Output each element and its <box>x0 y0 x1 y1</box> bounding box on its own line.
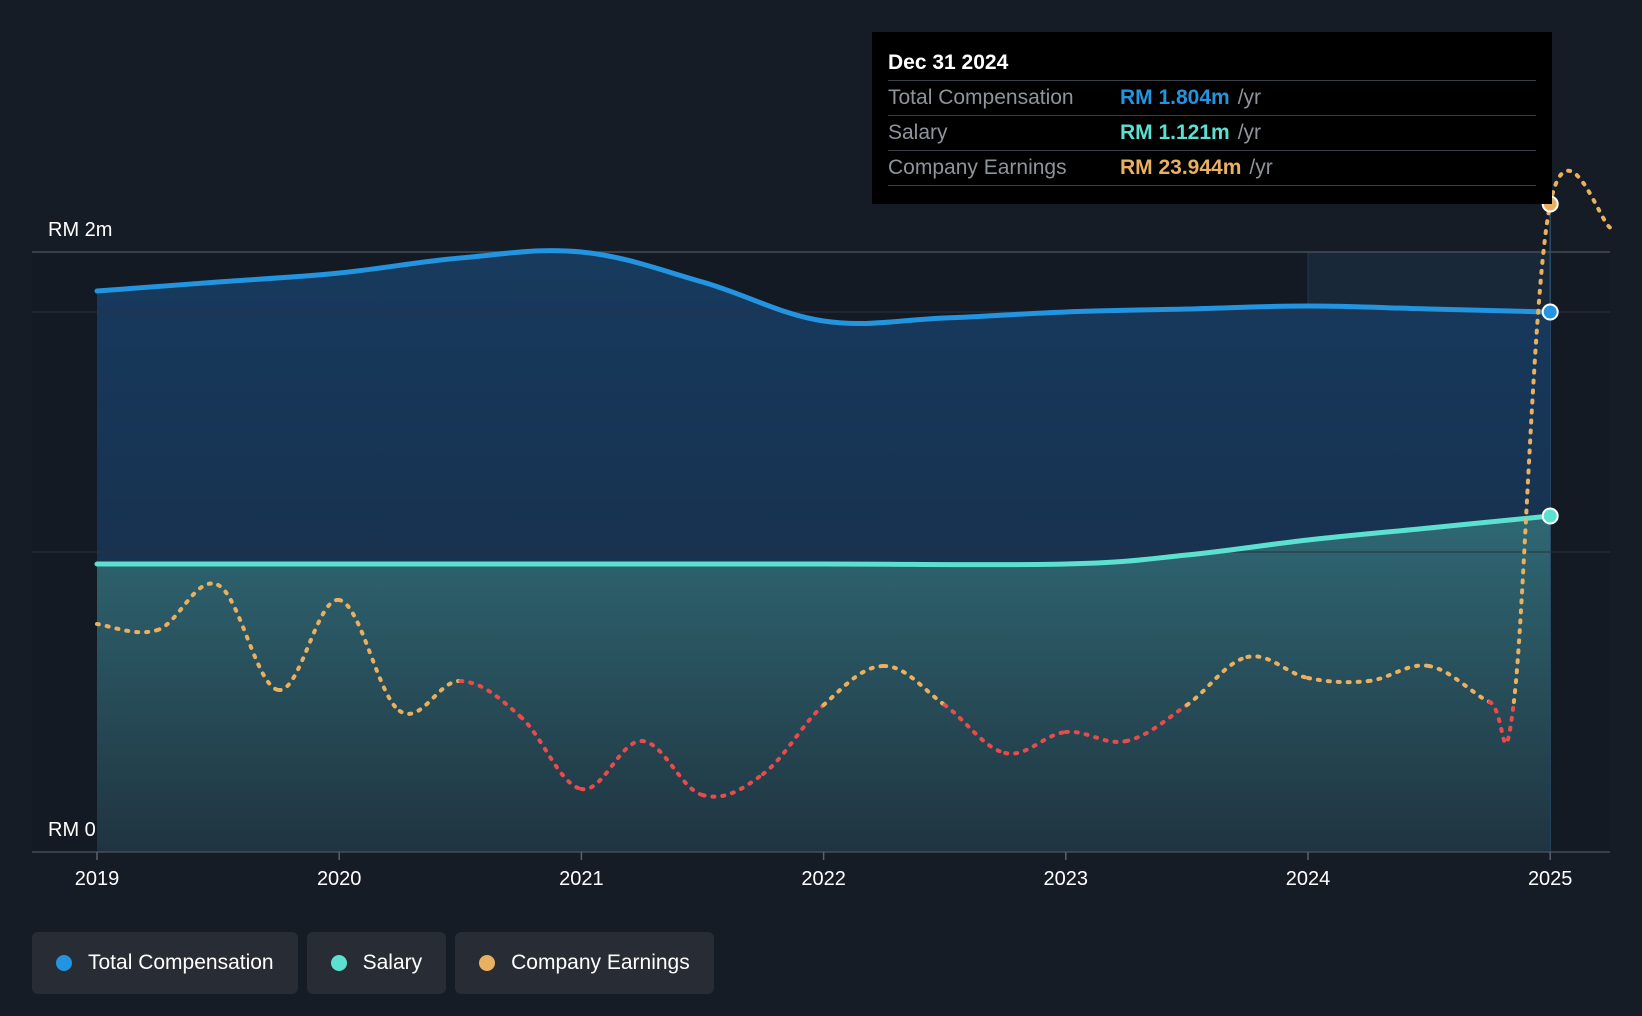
y-tick-label: RM 0 <box>48 819 96 841</box>
tooltip-unit: /yr <box>1237 121 1262 144</box>
company-earnings-line-segment <box>518 715 584 791</box>
company-earnings-line-segment <box>1487 700 1516 746</box>
company-earnings-line-segment <box>1245 654 1310 680</box>
y-tick-label: RM 2m <box>48 219 112 241</box>
legend-item-company-earnings[interactable]: Company Earnings <box>455 932 714 994</box>
x-tick-label: 2019 <box>75 868 120 890</box>
company-earnings-line-segment <box>1003 730 1068 756</box>
x-tick-label: 2024 <box>1286 868 1331 890</box>
tooltip-label: Total Compensation <box>888 86 1074 109</box>
company-earnings-line-segment <box>337 598 402 713</box>
company-earnings-line-segment <box>761 703 826 776</box>
company-earnings-line-segment <box>216 583 281 692</box>
tooltip-value: RM 1.804m <box>1120 86 1230 109</box>
legend-item-salary[interactable]: Salary <box>306 932 447 994</box>
legend-dot-icon <box>479 955 496 971</box>
legend-dot-icon <box>56 955 72 971</box>
company-earnings-line-segment <box>1124 703 1189 743</box>
legend-label: Salary <box>362 951 423 974</box>
company-earnings-line-segment <box>1548 168 1613 230</box>
company-earnings-line-segment <box>95 622 160 635</box>
tooltip-row-total-compensation: Total Compensation RM 1.804m /yr <box>888 80 1536 115</box>
legend-dot-icon <box>330 955 347 971</box>
company-earnings-line-segment <box>1063 729 1129 744</box>
tooltip-value: RM 23.944m <box>1120 156 1242 179</box>
tooltip-row-salary: Salary RM 1.121m /yr <box>888 115 1536 150</box>
legend-label: Total Compensation <box>88 951 274 974</box>
legend: Total Compensation Salary Company Earnin… <box>32 932 714 994</box>
company-earnings-line-segment <box>1184 655 1250 707</box>
tooltip: Dec 31 2024 Total Compensation RM 1.804m… <box>872 32 1552 204</box>
total-compensation-line <box>94 248 1553 326</box>
tooltip-unit: /yr <box>1237 86 1262 109</box>
tooltip-label: Company Earnings <box>888 156 1067 179</box>
salary-line <box>94 513 1553 568</box>
company-earnings-line-segment <box>1366 663 1432 683</box>
company-earnings-line-segment <box>579 738 644 792</box>
tooltip-unit: /yr <box>1249 156 1273 179</box>
salary-area <box>97 516 1551 852</box>
tooltip-value: RM 1.121m <box>1120 121 1230 144</box>
tooltip-label: Salary <box>888 121 948 144</box>
x-tick-label: 2022 <box>801 868 846 890</box>
company-earnings-line-segment <box>458 679 523 719</box>
company-earnings-line-segment <box>821 664 887 707</box>
company-earnings-line-segment <box>882 664 947 707</box>
company-earnings-line-segment <box>1306 676 1371 685</box>
company-earnings-line-segment <box>942 703 1008 755</box>
total-compensation-point <box>1541 303 1559 321</box>
company-earnings-line-segment <box>155 581 221 632</box>
tooltip-row-company-earnings: Company Earnings RM 23.944m /yr <box>888 150 1536 186</box>
tooltip-date: Dec 31 2024 <box>888 51 1009 74</box>
x-tick-label: 2021 <box>559 868 604 890</box>
legend-label: Company Earnings <box>511 951 690 974</box>
company-earnings-line-segment <box>639 739 705 797</box>
x-tick-label: 2020 <box>317 868 362 890</box>
salary-point <box>1541 507 1559 525</box>
legend-item-total-compensation[interactable]: Total Compensation <box>32 932 298 994</box>
x-tick-label: 2023 <box>1044 868 1089 890</box>
company-earnings-line-segment <box>1511 202 1553 704</box>
company-earnings-line-segment <box>700 772 766 799</box>
x-tick-label: 2025 <box>1528 868 1573 890</box>
